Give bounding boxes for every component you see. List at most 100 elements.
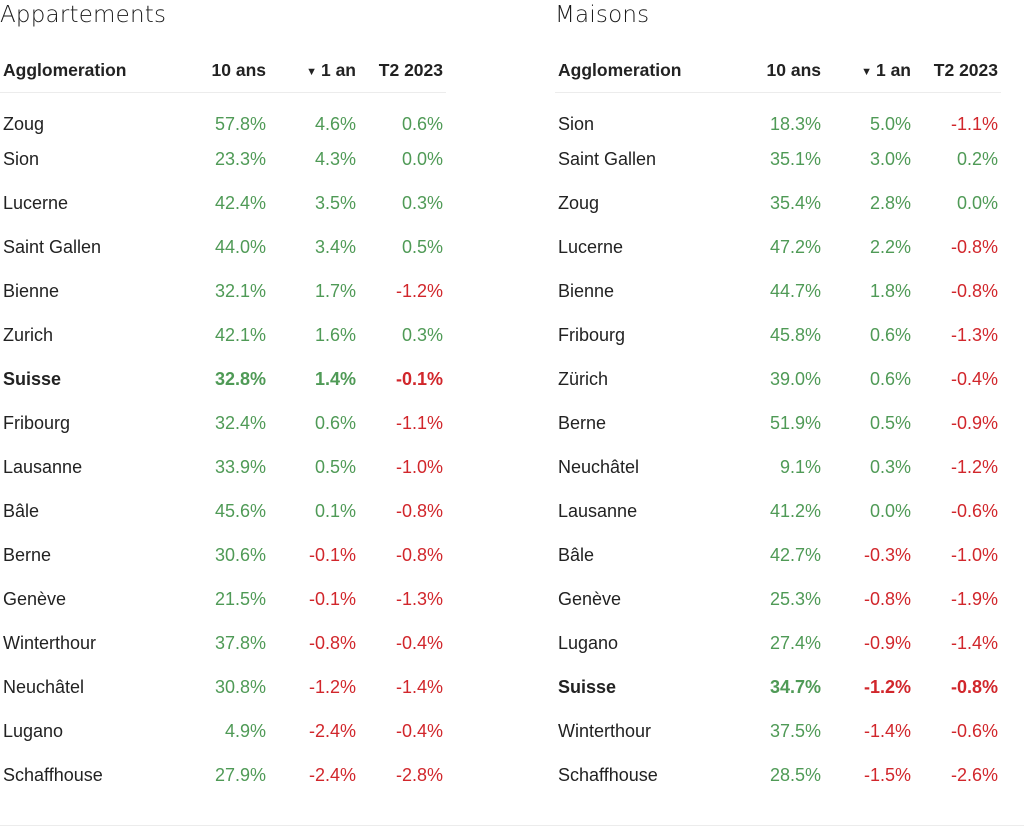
column-header-t2-2023[interactable]: T2 2023 xyxy=(356,48,446,93)
cell-agglomeration: Lucerne xyxy=(3,192,69,213)
cell-1-year: 0.6% xyxy=(314,412,356,433)
column-header-10-years[interactable]: 10 ans xyxy=(731,48,821,93)
cell-agglomeration: Berne xyxy=(558,412,607,433)
cell-1-year: 3.0% xyxy=(869,148,911,169)
cell-10-years: 28.5% xyxy=(769,764,821,785)
cell-agglomeration: Bienne xyxy=(558,280,615,301)
table-row: Schaffhouse 27.9% -2.4% -2.8% xyxy=(0,753,446,797)
cell-t2-2023: -1.4% xyxy=(950,632,998,653)
table-row: Neuchâtel 9.1% 0.3% -1.2% xyxy=(555,445,1001,489)
cell-10-years: 18.3% xyxy=(769,114,821,134)
cell-10-years: 51.9% xyxy=(769,412,821,433)
table-row: Bâle 45.6% 0.1% -0.8% xyxy=(0,489,446,533)
cell-agglomeration: Neuchâtel xyxy=(3,676,85,697)
table-row: Zürich 39.0% 0.6% -0.4% xyxy=(555,357,1001,401)
table-row: Lugano 4.9% -2.4% -0.4% xyxy=(0,709,446,753)
cell-t2-2023: -0.8% xyxy=(950,236,998,257)
cell-agglomeration: Zurich xyxy=(3,324,54,345)
column-header-1-year[interactable]: ▼ 1 an xyxy=(266,48,356,93)
cell-t2-2023: -1.1% xyxy=(395,412,443,433)
cell-10-years: 9.1% xyxy=(779,456,821,477)
cell-t2-2023: -1.9% xyxy=(950,588,998,609)
cell-10-years: 39.0% xyxy=(769,368,821,389)
cell-1-year: 4.6% xyxy=(314,114,356,134)
cell-t2-2023: 0.5% xyxy=(401,236,443,257)
cell-agglomeration: Lugano xyxy=(3,720,64,741)
cell-10-years: 37.5% xyxy=(769,720,821,741)
table-row: Berne 30.6% -0.1% -0.8% xyxy=(0,533,446,577)
table-row: Saint Gallen 35.1% 3.0% 0.2% xyxy=(555,137,1001,181)
column-header-10-years[interactable]: 10 ans xyxy=(176,48,266,93)
cell-agglomeration: Genève xyxy=(3,588,67,609)
cell-10-years: 25.3% xyxy=(769,588,821,609)
sort-descending-icon: ▼ xyxy=(861,65,872,78)
table-row: Genève 21.5% -0.1% -1.3% xyxy=(0,577,446,621)
apartments-rows: Zoug 57.8% 4.6% 0.6% Sion 23.3% 4.3% 0.0% Lucern… xyxy=(0,93,446,798)
cell-agglomeration: Fribourg xyxy=(3,412,71,433)
cell-1-year: 0.6% xyxy=(869,368,911,389)
cell-10-years: 47.2% xyxy=(769,236,821,257)
column-header-t2-2023[interactable]: T2 2023 xyxy=(911,48,1001,93)
apartments-table: Agglomeration 10 ans ▼ 1 an T2 2023 Zoug 5… xyxy=(0,48,446,797)
cell-t2-2023: -0.4% xyxy=(395,632,443,653)
cell-agglomeration: Zoug xyxy=(3,114,45,134)
cell-t2-2023: -0.8% xyxy=(395,500,443,521)
table-row: Suisse 34.7% -1.2% -0.8% xyxy=(555,665,1001,709)
cell-agglomeration: Lausanne xyxy=(558,500,638,521)
cell-t2-2023: -1.2% xyxy=(395,280,443,301)
cell-1-year: 0.1% xyxy=(314,500,356,521)
cell-1-year: 2.8% xyxy=(869,192,911,213)
column-header-agglomeration[interactable]: Agglomeration xyxy=(555,48,731,93)
cell-1-year: 2.2% xyxy=(869,236,911,257)
table-row: Zoug 35.4% 2.8% 0.0% xyxy=(555,181,1001,225)
cell-10-years: 45.8% xyxy=(769,324,821,345)
cell-t2-2023: 0.3% xyxy=(401,192,443,213)
cell-1-year: 0.6% xyxy=(869,324,911,345)
table-row: Fribourg 45.8% 0.6% -1.3% xyxy=(555,313,1001,357)
table-row: Neuchâtel 30.8% -1.2% -1.4% xyxy=(0,665,446,709)
cell-1-year: -0.3% xyxy=(863,544,911,565)
cell-10-years: 27.4% xyxy=(769,632,821,653)
houses-table: Agglomeration 10 ans ▼ 1 an T2 2023 Sion 1… xyxy=(555,48,1001,797)
cell-1-year: 0.0% xyxy=(869,500,911,521)
cell-agglomeration: Lugano xyxy=(558,632,619,653)
table-row: Bienne 32.1% 1.7% -1.2% xyxy=(0,269,446,313)
cell-1-year: -0.9% xyxy=(863,632,911,653)
cell-10-years: 45.6% xyxy=(214,500,266,521)
cell-1-year: 0.5% xyxy=(314,456,356,477)
cell-agglomeration: Schaffhouse xyxy=(558,764,658,785)
column-header-1-year[interactable]: ▼ 1 an xyxy=(821,48,911,93)
cell-agglomeration: Suisse xyxy=(3,368,62,389)
cell-1-year: -0.1% xyxy=(308,544,356,565)
cell-t2-2023: -1.1% xyxy=(950,114,998,134)
cell-1-year: 1.7% xyxy=(314,280,356,301)
cell-1-year: 3.4% xyxy=(314,236,356,257)
cell-agglomeration: Bienne xyxy=(3,280,60,301)
cell-agglomeration: Schaffhouse xyxy=(3,764,103,785)
cell-agglomeration: Saint Gallen xyxy=(558,148,657,169)
bottom-divider xyxy=(0,825,1024,826)
table-row: Lausanne 41.2% 0.0% -0.6% xyxy=(555,489,1001,533)
cell-10-years: 4.9% xyxy=(224,720,266,741)
cell-agglomeration: Sion xyxy=(3,148,40,169)
cell-1-year: -0.8% xyxy=(863,588,911,609)
cell-t2-2023: -0.8% xyxy=(395,544,443,565)
cell-agglomeration: Bâle xyxy=(558,544,595,565)
cell-10-years: 44.0% xyxy=(214,236,266,257)
column-header-agglomeration[interactable]: Agglomeration xyxy=(0,48,176,93)
cell-agglomeration: Zoug xyxy=(558,192,600,213)
apartments-title: Appartements xyxy=(0,2,167,28)
houses-rows: Sion 18.3% 5.0% -1.1% Saint Gallen 35.1% 3.0% 0… xyxy=(555,93,1001,798)
cell-agglomeration: Fribourg xyxy=(558,324,626,345)
table-row: Zoug 57.8% 4.6% 0.6% xyxy=(0,93,446,138)
cell-10-years: 21.5% xyxy=(214,588,266,609)
cell-agglomeration: Berne xyxy=(3,544,52,565)
cell-1-year: 0.3% xyxy=(869,456,911,477)
table-row: Lugano 27.4% -0.9% -1.4% xyxy=(555,621,1001,665)
column-header-1-year-label: 1 an xyxy=(320,59,356,80)
cell-t2-2023: -0.8% xyxy=(950,280,998,301)
cell-t2-2023: 0.0% xyxy=(956,192,998,213)
cell-1-year: 1.6% xyxy=(314,324,356,345)
cell-10-years: 35.1% xyxy=(769,148,821,169)
table-row: Sion 18.3% 5.0% -1.1% xyxy=(555,93,1001,138)
